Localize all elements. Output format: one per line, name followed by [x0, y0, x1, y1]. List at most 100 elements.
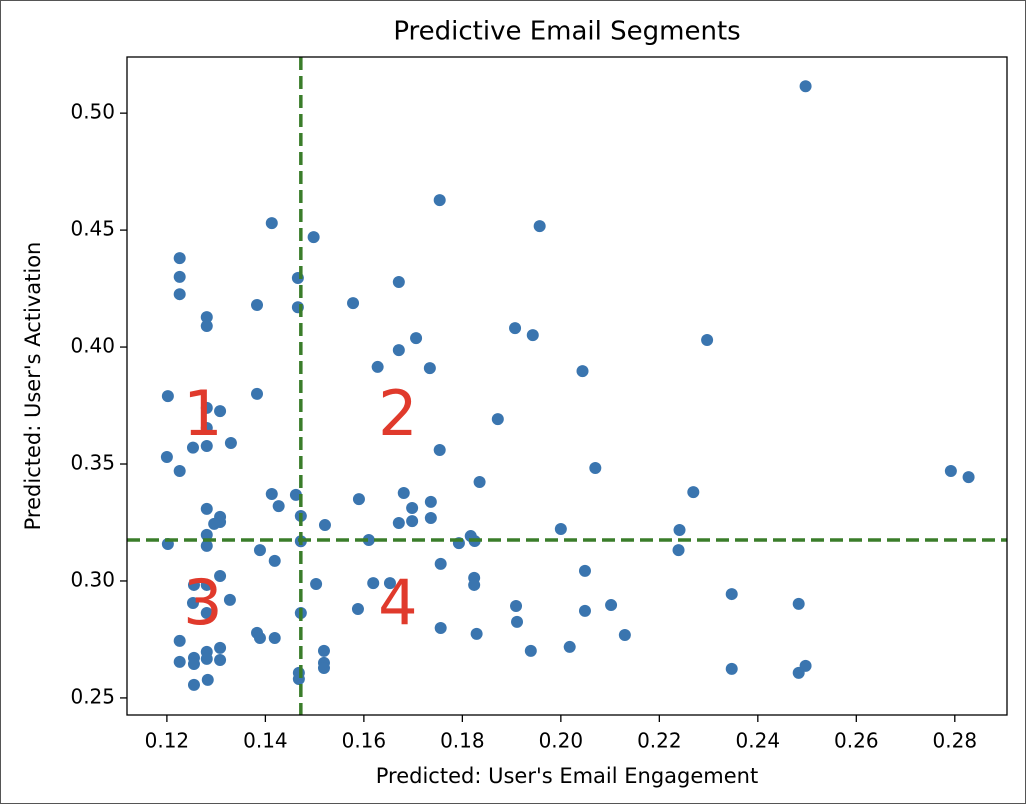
point [173, 270, 186, 283]
x-tick-label: 0.12 [145, 729, 190, 753]
point [434, 557, 447, 570]
point [470, 627, 483, 640]
point [367, 577, 380, 590]
x-tick-label: 0.24 [736, 729, 781, 753]
point [173, 252, 186, 265]
point [307, 231, 320, 244]
point [351, 603, 364, 616]
point [200, 528, 213, 541]
point [423, 362, 436, 375]
annotation: 1 [183, 377, 222, 450]
point [200, 502, 213, 515]
point [554, 523, 567, 536]
x-tick-label: 0.26 [834, 729, 879, 753]
point [509, 322, 522, 335]
point [161, 390, 174, 403]
point [468, 578, 481, 591]
point [799, 80, 812, 93]
point [253, 632, 266, 645]
point [347, 297, 360, 310]
x-axis-label: Predicted: User's Email Engagement [376, 764, 758, 788]
x-tick-label: 0.16 [342, 729, 387, 753]
y-tick-label: 0.35 [70, 451, 115, 475]
point [687, 486, 700, 499]
point [792, 666, 805, 679]
point [200, 311, 213, 324]
point [510, 599, 523, 612]
point [392, 276, 405, 289]
point [200, 320, 213, 333]
point [318, 519, 331, 532]
point [362, 534, 375, 547]
x-tick-label: 0.22 [637, 729, 682, 753]
plot-frame [126, 56, 1008, 716]
point [578, 564, 591, 577]
point [406, 515, 419, 528]
chart-title: Predictive Email Segments [393, 17, 740, 47]
point [410, 332, 423, 345]
point [292, 672, 305, 685]
y-axis-label: Predicted: User's Activation [21, 242, 45, 531]
point [533, 220, 546, 233]
point [253, 544, 266, 557]
point [725, 588, 738, 601]
point [251, 387, 264, 400]
y-tick-label: 0.50 [70, 100, 115, 124]
point [605, 599, 618, 612]
point [962, 471, 975, 484]
point [251, 298, 264, 311]
point [289, 488, 302, 501]
annotation: 3 [183, 566, 222, 639]
annotation: 2 [378, 377, 417, 450]
point [224, 436, 237, 449]
point [725, 662, 738, 675]
point [268, 554, 281, 567]
x-tick-label: 0.14 [243, 729, 288, 753]
point [200, 439, 213, 452]
point [214, 654, 227, 667]
point [526, 329, 539, 342]
point [268, 632, 281, 645]
point [173, 655, 186, 668]
point [371, 360, 384, 373]
point [200, 607, 213, 620]
point [173, 288, 186, 301]
point [317, 644, 330, 657]
point [214, 570, 227, 583]
annotation: 4 [378, 566, 417, 639]
point [317, 661, 330, 674]
point [173, 634, 186, 647]
point [944, 465, 957, 478]
point [433, 194, 446, 207]
point [524, 644, 537, 657]
point [200, 578, 213, 591]
point [424, 512, 437, 525]
point [200, 401, 213, 414]
point [406, 501, 419, 514]
point [272, 500, 285, 513]
x-tick-label: 0.18 [440, 729, 485, 753]
point [352, 493, 365, 506]
point [223, 593, 236, 606]
point [187, 578, 200, 591]
point [491, 413, 504, 426]
point [214, 641, 227, 654]
point [434, 621, 447, 634]
point [383, 577, 396, 590]
x-tick-label: 0.28 [933, 729, 978, 753]
point [187, 678, 200, 691]
point [200, 652, 213, 665]
point [214, 405, 227, 418]
point [672, 544, 685, 557]
point [392, 344, 405, 357]
point [187, 658, 200, 671]
point [424, 495, 437, 508]
x-tick-label: 0.20 [539, 729, 584, 753]
point [200, 539, 213, 552]
point [160, 450, 173, 463]
point [392, 516, 405, 529]
y-tick-label: 0.25 [70, 684, 115, 708]
point [397, 487, 410, 500]
